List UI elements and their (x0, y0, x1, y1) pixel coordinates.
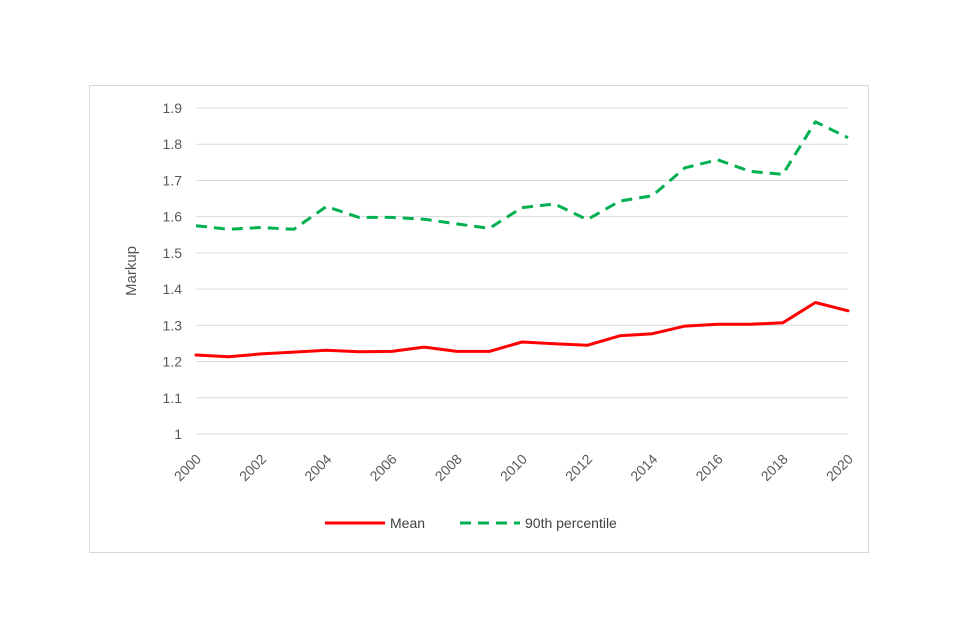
x-tick-label: 2018 (758, 451, 791, 484)
x-tick-label: 2002 (236, 451, 269, 484)
y-axis-ticks: 1 1.1 1.2 1.3 1.4 1.5 1.6 1.7 1.8 1.9 (163, 100, 183, 442)
mean-line (194, 301, 850, 359)
legend: Mean 90th percentile (325, 515, 617, 531)
legend-label: Mean (390, 515, 425, 531)
y-tick-label: 1.9 (163, 100, 183, 116)
gridlines (196, 107, 848, 435)
y-tick-label: 1 (174, 426, 182, 442)
y-tick-label: 1.4 (163, 281, 183, 297)
x-tick-label: 2014 (627, 451, 660, 484)
y-tick-label: 1.5 (163, 245, 183, 261)
x-tick-label: 2000 (171, 451, 204, 484)
series-lines (194, 120, 850, 359)
y-tick-label: 1.2 (163, 354, 183, 370)
y-axis-title: Markup (123, 246, 140, 296)
legend-label: 90th percentile (525, 515, 617, 531)
line-chart: 11.11.21.31.41.51.61.71.81.9 2000 2002 200… (123, 100, 856, 531)
x-tick-label: 2016 (692, 451, 725, 484)
chart-area: 1 1.1 1.2 1.3 1.4 1.5 1.6 1.7 1.8 1.9 2000 2002 200… (89, 85, 869, 553)
x-tick-label: 2020 (823, 451, 856, 484)
y-tick-label: 1.6 (163, 209, 183, 225)
y-tick-label: 1.7 (163, 172, 183, 188)
percentile-90-line (195, 120, 849, 231)
x-axis-ticks: 2000 2002 2004 2006 2008 2010 2012 2014 2016 2018… (171, 451, 856, 484)
y-tick-label: 1.3 (163, 317, 183, 333)
y-tick-label: 1.1 (163, 390, 183, 406)
x-tick-label: 2012 (562, 451, 595, 484)
y-tick-label: 1.8 (163, 136, 183, 152)
x-tick-label: 2010 (497, 451, 530, 484)
x-tick-label: 2006 (366, 451, 399, 484)
x-tick-label: 2008 (432, 451, 465, 484)
x-tick-label: 2004 (301, 451, 334, 484)
